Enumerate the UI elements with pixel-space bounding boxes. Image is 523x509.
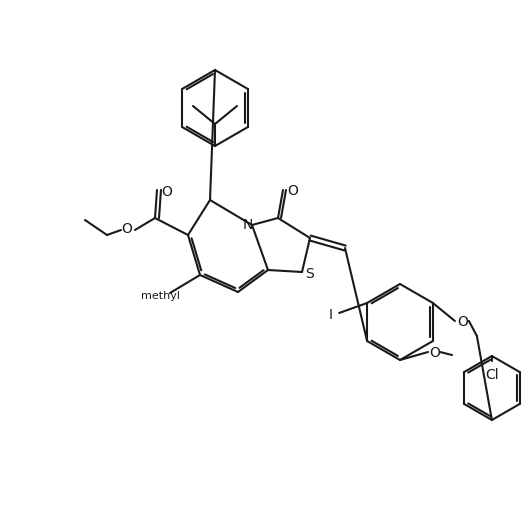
Text: methyl: methyl: [141, 291, 179, 301]
Text: O: O: [162, 185, 173, 199]
Text: O: O: [458, 315, 468, 329]
Text: O: O: [121, 222, 132, 236]
Text: N: N: [243, 218, 253, 232]
Text: Cl: Cl: [485, 368, 499, 382]
Text: S: S: [305, 267, 314, 281]
Text: O: O: [288, 184, 299, 198]
Text: O: O: [429, 346, 440, 360]
Text: I: I: [329, 308, 333, 322]
